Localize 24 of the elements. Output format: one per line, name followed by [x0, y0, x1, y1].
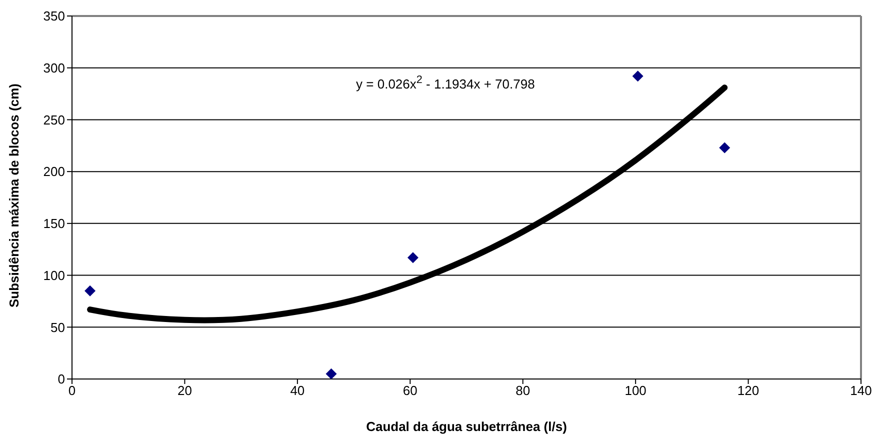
y-tick-label: 250 [43, 112, 65, 128]
y-tick-label: 50 [50, 320, 65, 335]
x-tick-label: 40 [290, 383, 305, 398]
x-tick-label: 20 [177, 383, 192, 398]
x-tick-label: 80 [516, 383, 530, 398]
point [84, 285, 96, 296]
y-axis-title: Subsidência máxima de blocos (cm) [6, 84, 22, 308]
point [719, 142, 730, 154]
x-tick-label: 140 [850, 383, 872, 398]
annotation: y = 0.026x$^{2}$ - 1.1934x + 70.798 [356, 74, 535, 92]
point [632, 70, 644, 82]
y-tick-label: 350 [43, 8, 65, 24]
x-tick-label: 100 [624, 383, 646, 398]
x-tick-label: 60 [402, 383, 418, 398]
x-tick-label: 120 [737, 383, 760, 398]
x-axis-title: Caudal da água subetrrânea (l/s) [366, 419, 567, 434]
x-tick-label: 0 [68, 383, 76, 398]
point [407, 252, 418, 264]
y-tick-label: 0 [58, 372, 65, 387]
y-tick-label: 300 [43, 60, 65, 76]
y-tick-label: 100 [43, 268, 65, 283]
y-tick-label: 200 [43, 164, 65, 180]
point [326, 368, 337, 379]
y-tick-label: 150 [43, 216, 65, 232]
